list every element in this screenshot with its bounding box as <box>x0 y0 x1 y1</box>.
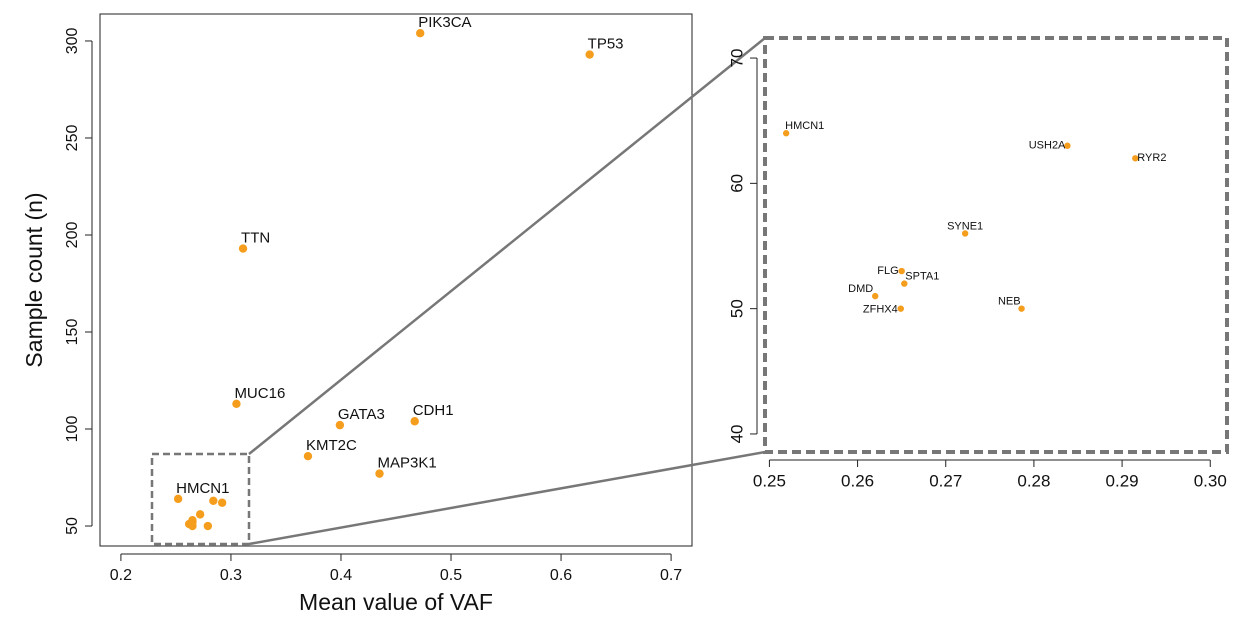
point-label: SYNE1 <box>947 220 983 232</box>
x-tick-label: 0.25 <box>753 471 786 490</box>
y-tick-label: 150 <box>64 319 81 346</box>
point <box>238 244 248 253</box>
x-tick-label: 0.5 <box>440 567 462 584</box>
left-plot-frame <box>99 13 693 547</box>
y-tick-label: 50 <box>727 299 746 318</box>
point-label: HMCN1 <box>785 120 824 132</box>
point-label: TP53 <box>588 36 624 53</box>
x-tick-label: 0.2 <box>110 567 132 584</box>
point-label: ZFHX4 <box>863 304 898 316</box>
x-tick-label: 0.6 <box>550 567 572 584</box>
point <box>416 29 425 38</box>
point-label: NEB <box>998 296 1021 308</box>
point <box>173 494 183 504</box>
y-axis-title: Sample count (n) <box>21 192 47 367</box>
zoom-connector <box>248 450 766 546</box>
zoom-region <box>150 452 251 546</box>
point-label: USH2A <box>1029 140 1066 152</box>
point-label: GATA3 <box>338 406 385 423</box>
zoom-plot-frame <box>763 36 1229 454</box>
y-tick-label: 70 <box>727 49 746 68</box>
x-tick-label: 0.28 <box>1017 471 1050 490</box>
point <box>782 130 790 137</box>
point <box>1018 305 1025 312</box>
point-label: DMD <box>848 283 873 295</box>
point <box>1064 142 1071 149</box>
point-label: FLG <box>877 265 898 277</box>
point <box>1132 155 1139 162</box>
point <box>303 451 313 461</box>
point-label: KMT2C <box>306 437 357 454</box>
point <box>195 510 205 519</box>
y-tick-label: 60 <box>727 174 746 193</box>
point-label: RYR2 <box>1137 152 1166 164</box>
zoom-connector <box>248 37 766 455</box>
point <box>872 292 879 300</box>
point-label: CDH1 <box>413 402 454 419</box>
point-label: MUC16 <box>234 385 285 402</box>
point-label: TTN <box>241 230 270 247</box>
point-label: PIK3CA <box>418 14 471 31</box>
point <box>232 399 241 408</box>
x-tick-label: 0.27 <box>929 471 962 490</box>
point <box>188 521 197 531</box>
point-label: HMCN1 <box>176 480 229 497</box>
x-tick-label: 0.7 <box>660 567 682 584</box>
y-tick-label: 200 <box>64 222 81 249</box>
y-tick-label: 250 <box>64 125 81 152</box>
point <box>585 50 594 59</box>
point <box>897 305 904 312</box>
x-tick-label: 0.4 <box>330 567 352 584</box>
point <box>209 496 218 505</box>
y-tick-label: 300 <box>64 28 81 55</box>
point <box>961 230 969 237</box>
point <box>375 469 384 478</box>
x-tick-label: 0.30 <box>1194 471 1227 490</box>
point <box>217 498 227 507</box>
point-label: MAP3K1 <box>377 455 436 472</box>
point <box>901 280 908 287</box>
x-tick-label: 0.29 <box>1106 471 1139 490</box>
x-tick-label: 0.3 <box>220 567 242 584</box>
point-label: SPTA1 <box>905 270 939 282</box>
x-axis-title: Mean value of VAF <box>299 589 493 615</box>
point <box>410 417 419 426</box>
y-tick-label: 40 <box>727 424 746 443</box>
point <box>335 420 345 430</box>
y-tick-label: 100 <box>64 416 81 443</box>
x-tick-label: 0.26 <box>841 471 874 490</box>
y-tick-label: 50 <box>64 517 81 535</box>
point <box>898 267 905 275</box>
point <box>203 521 213 531</box>
